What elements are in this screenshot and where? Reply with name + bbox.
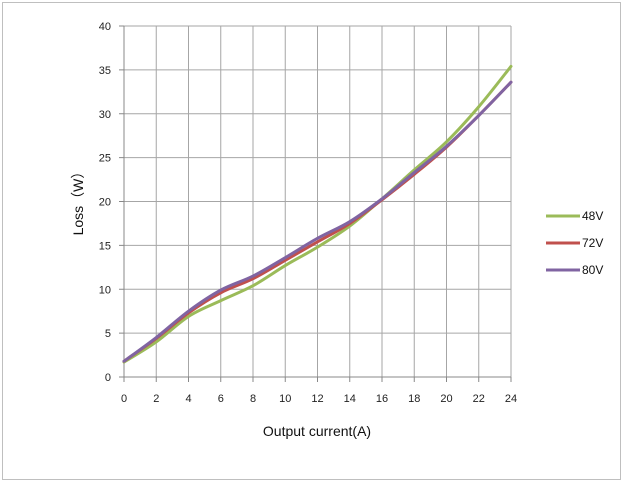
- y-tick-label: 30: [99, 109, 111, 121]
- y-tick-label: 25: [99, 153, 111, 165]
- axes: [119, 25, 512, 382]
- x-tick-label: 4: [185, 393, 191, 405]
- y-axis-title: Loss（W）: [70, 165, 86, 236]
- y-tick-label: 20: [99, 197, 111, 209]
- x-tick-label: 22: [473, 393, 485, 405]
- x-axis-title: Output current(A): [263, 423, 371, 439]
- y-tick-label: 0: [105, 372, 111, 384]
- y-tick-label: 40: [99, 21, 111, 33]
- x-tick-label: 12: [311, 393, 323, 405]
- x-tick-label: 8: [250, 393, 256, 405]
- grid: [123, 25, 512, 378]
- x-tick-label: 0: [121, 393, 127, 405]
- y-tick-label: 5: [105, 328, 111, 340]
- x-tick-label: 16: [376, 393, 388, 405]
- legend-label-72V: 72V: [582, 236, 603, 250]
- x-tick-label: 10: [279, 393, 291, 405]
- series-line-48V: [122, 64, 513, 364]
- legend: 48V 72V 80V: [546, 209, 603, 277]
- x-tick-label: 18: [408, 393, 420, 405]
- y-tick-label: 15: [99, 240, 111, 252]
- x-tick-label: 6: [218, 393, 224, 405]
- series-line-80V: [122, 80, 513, 363]
- x-tick-label: 2: [153, 393, 159, 405]
- y-tick-label: 35: [99, 65, 111, 77]
- x-tick-label: 20: [440, 393, 452, 405]
- legend-label-48V: 48V: [582, 209, 603, 223]
- x-tick-label: 24: [505, 393, 517, 405]
- x-tick-label: 14: [344, 393, 356, 405]
- series-lines: [122, 64, 513, 364]
- legend-label-80V: 80V: [582, 263, 603, 277]
- y-tick-label: 10: [99, 284, 111, 296]
